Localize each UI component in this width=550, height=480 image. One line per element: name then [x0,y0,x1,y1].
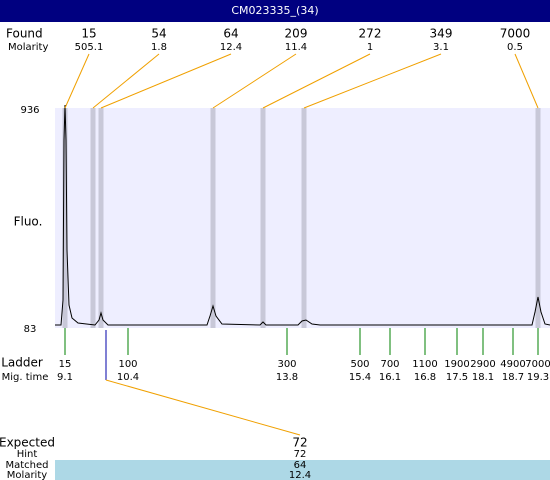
ladder-size: 15 [59,359,72,370]
found-label: Found [6,27,43,41]
ladder-size: 500 [350,359,369,370]
peak-molarity: 11.4 [285,42,307,53]
peak-molarity: 1.8 [151,42,167,53]
ladder-time: 17.5 [446,372,468,383]
hint-value: 72 [294,449,307,460]
ladder-time: 16.1 [379,372,401,383]
molarity-label: Molarity [8,42,48,53]
peak-band [301,108,307,328]
ladder-size: 1100 [412,359,437,370]
peak-connector [514,53,539,109]
y-bottom-label: 83 [24,324,37,335]
ladder-time: 15.4 [349,372,371,383]
peak-connector [92,53,160,109]
peak-molarity: 12.4 [220,42,242,53]
peak-connector [262,53,371,109]
peak-band [90,108,96,328]
peak-molarity: 0.5 [507,42,523,53]
peak-molarity: 3.1 [433,42,449,53]
expected-value: 72 [292,436,307,450]
ladder-size: 2900 [470,359,495,370]
y-axis-label: Fluo. [14,215,43,229]
ladder-time: 18.7 [502,372,524,383]
y-top-label: 936 [20,105,39,116]
peak-band [535,108,541,328]
header-title: CM023335_(34) [231,4,318,17]
ladder-time: 10.4 [117,372,139,383]
expected-molarity: 12.4 [289,470,311,480]
peak-band [210,108,216,328]
peak-band [62,108,68,328]
peak-size: 64 [223,27,238,41]
peak-band [98,108,104,328]
ladder-time: 9.1 [57,372,73,383]
ladder-label: Ladder [1,356,43,370]
header-bar [0,0,550,22]
peak-molarity: 505.1 [75,42,104,53]
peak-size: 15 [81,27,96,41]
ladder-time: 19.3 [527,372,549,383]
ladder-size: 7000 [525,359,550,370]
ladder-size: 300 [277,359,296,370]
expected-connector [105,379,301,436]
expected-molarity-label: Molarity [7,470,47,480]
ladder-size: 1900 [444,359,469,370]
peak-size: 54 [151,27,166,41]
ladder-time: 18.1 [472,372,494,383]
ladder-time: 13.8 [276,372,298,383]
peak-connector [212,53,297,109]
ladder-size: 100 [118,359,137,370]
ladder-size: 4900 [500,359,525,370]
peak-band [260,108,266,328]
peak-size: 209 [285,27,308,41]
peak-connector [100,53,232,109]
ladder-size: 700 [380,359,399,370]
matched-band [55,460,550,480]
matched-value: 64 [294,460,307,471]
peak-connector [303,53,442,109]
peak-molarity: 1 [367,42,373,53]
ladder-time: 16.8 [414,372,436,383]
hint-label: Hint [17,449,38,460]
mig-time-label: Mig. time [2,372,49,383]
peak-size: 7000 [500,27,531,41]
peak-size: 349 [430,27,453,41]
trace [55,104,550,326]
matched-label: Matched [5,460,48,471]
peak-connector [64,53,90,109]
peak-size: 272 [359,27,382,41]
expected-label: Expected [0,436,55,450]
